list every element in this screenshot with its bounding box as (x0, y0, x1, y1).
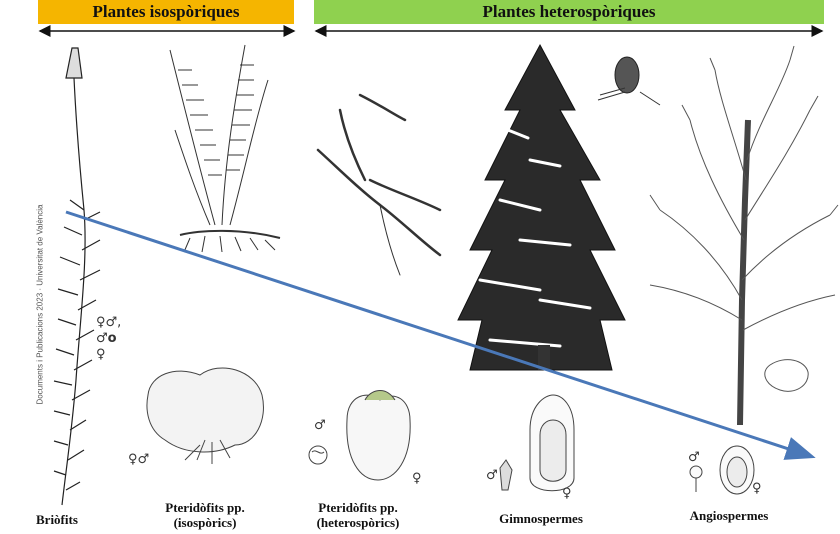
angio-female-symbol: ♀ (752, 481, 762, 496)
moss-symbol-c: ♀ (96, 347, 106, 362)
header-heterosporic-label: Plantes heterospòriques (482, 2, 656, 21)
gymnosperm-ovule-drawing (499, 394, 575, 492)
label-briofits: Briòfits (36, 512, 78, 527)
label-pteridofits-isosporics-line2: (isospòrics) (173, 515, 237, 530)
moss-symbol-b-suffix: o (107, 331, 117, 346)
pter-iso-symbol: ♀♂ (128, 452, 150, 467)
trend-arrow (65, 210, 816, 460)
header-isosporic-label: Plantes isospòriques (92, 2, 240, 21)
label-pteridofits-isosporics: Pteridòfits pp. (isospòrics) (150, 500, 260, 530)
label-gimnospermes: Gimnospermes (499, 511, 583, 526)
moss-drawing (53, 47, 101, 506)
gimno-female-symbol: ♀ (562, 486, 572, 501)
moss-symbol-b-male: ♂ (96, 331, 108, 346)
angiosperm-ovule-drawing (689, 445, 755, 495)
selaginella-drawing (316, 93, 442, 276)
label-angiospermes: Angiospermes (689, 508, 769, 523)
label-pteridofits-heterosporics-line1: Pteridòfits pp. (318, 500, 398, 515)
megaspore-drawing (308, 390, 411, 481)
label-pteridofits-isosporics-line1: Pteridòfits pp. (165, 500, 245, 515)
deciduous-tree-drawing (649, 45, 839, 426)
pter-het-male-symbol: ♂ (314, 418, 326, 433)
moss-symbol-b: ♂o (96, 331, 117, 346)
header-heterosporic: Plantes heterospòriques (314, 0, 824, 24)
pter-het-female-symbol: ♀ (412, 471, 422, 486)
gimno-male-symbol: ♂ (486, 468, 498, 483)
moss-symbol-a: ♀♂, (96, 315, 122, 330)
angio-male-symbol: ♂ (688, 450, 700, 465)
thallus-drawing (146, 367, 264, 464)
pine-tree-drawing (457, 43, 661, 371)
fern-drawing (169, 44, 281, 253)
header-isosporic: Plantes isospòriques (38, 0, 294, 24)
label-pteridofits-heterosporics: Pteridòfits pp. (heterospòrics) (300, 500, 416, 530)
label-pteridofits-heterosporics-line2: (heterospòrics) (316, 515, 400, 530)
